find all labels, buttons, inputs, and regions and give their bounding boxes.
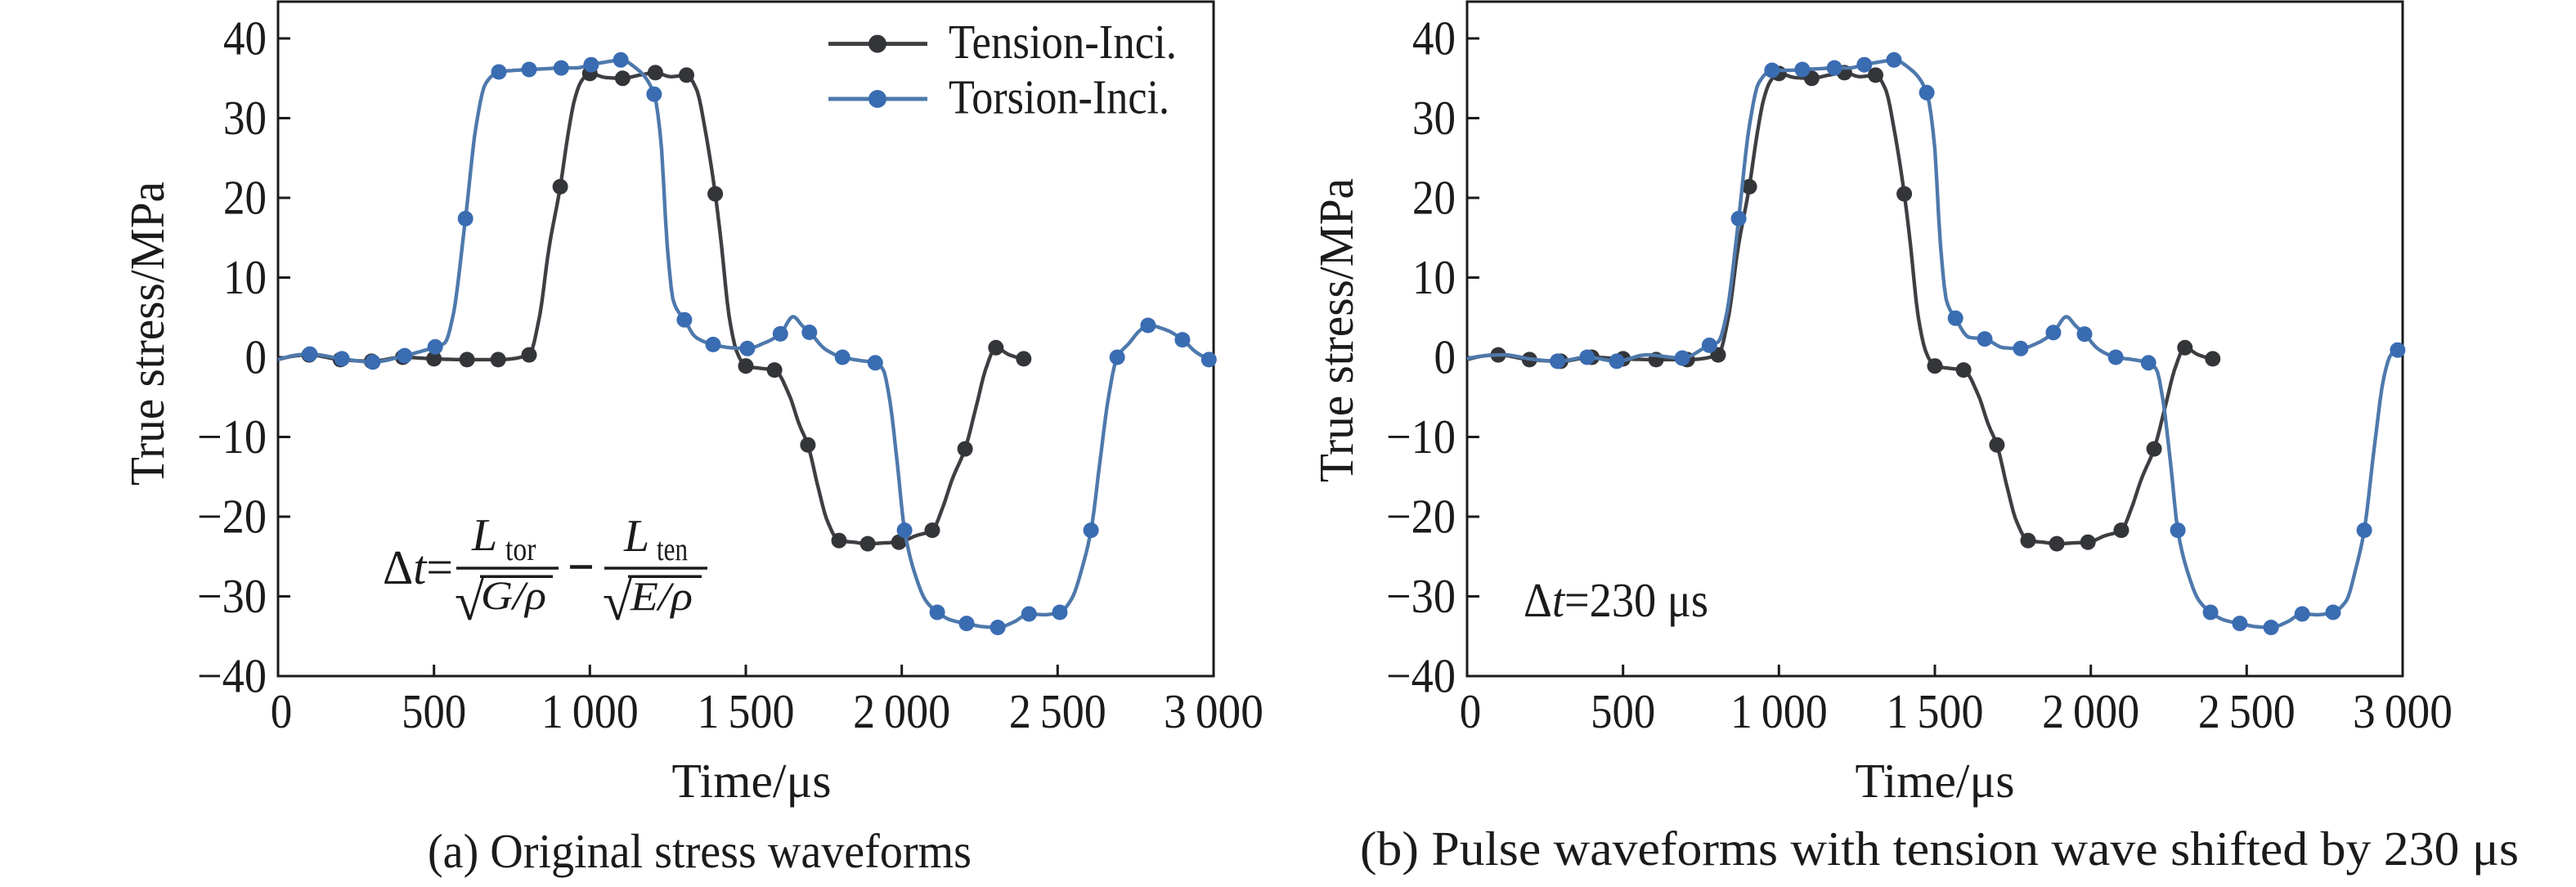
svg-text:30: 30 [223, 91, 267, 145]
svg-text:2 000: 2 000 [853, 684, 950, 738]
svg-text:0: 0 [271, 684, 293, 738]
svg-text:1 500: 1 500 [698, 684, 795, 738]
svg-text:30: 30 [1412, 91, 1456, 145]
svg-text:Tension-Inci.: Tension-Inci. [949, 15, 1177, 69]
svg-text:tor: tor [505, 531, 536, 567]
svg-text:Time/μs: Time/μs [1856, 754, 2015, 808]
svg-text:3 000: 3 000 [1164, 684, 1263, 738]
svg-text:−10: −10 [197, 410, 267, 464]
svg-text:(b) Pulse waveforms with tensi: (b) Pulse waveforms with tension wave sh… [1360, 822, 2519, 876]
svg-text:2 000: 2 000 [2042, 684, 2139, 738]
svg-text:G/ρ: G/ρ [481, 572, 546, 618]
svg-text:500: 500 [1591, 684, 1655, 738]
svg-text:√: √ [455, 572, 485, 632]
svg-text:40: 40 [223, 11, 267, 65]
svg-text:True stress/MPa: True stress/MPa [1309, 178, 1363, 482]
svg-text:1 000: 1 000 [1730, 684, 1828, 738]
svg-text:−20: −20 [1386, 490, 1456, 544]
svg-text:ten: ten [657, 531, 688, 567]
svg-text:2 500: 2 500 [2198, 684, 2296, 738]
svg-text:√: √ [603, 572, 633, 632]
svg-text:0: 0 [245, 330, 267, 384]
svg-text:40: 40 [1412, 11, 1456, 65]
svg-text:L: L [471, 510, 497, 561]
svg-text:1 500: 1 500 [1887, 684, 1984, 738]
svg-text:0: 0 [1434, 330, 1456, 384]
svg-text:L: L [623, 511, 649, 562]
svg-text:2 500: 2 500 [1009, 684, 1106, 738]
svg-text:−10: −10 [1386, 410, 1456, 464]
svg-text:0: 0 [1460, 684, 1482, 738]
svg-text:Δt=: Δt= [383, 540, 453, 594]
svg-text:500: 500 [402, 684, 466, 738]
svg-text:3 000: 3 000 [2353, 684, 2453, 738]
svg-text:10: 10 [223, 250, 267, 304]
svg-text:−30: −30 [1386, 569, 1456, 623]
svg-text:Time/μs: Time/μs [672, 754, 832, 808]
svg-text:20: 20 [1412, 171, 1456, 225]
svg-text:Torsion-Inci.: Torsion-Inci. [949, 69, 1169, 123]
svg-text:E/ρ: E/ρ [630, 573, 693, 619]
svg-text:10: 10 [1412, 250, 1456, 304]
svg-text:True stress/MPa: True stress/MPa [120, 181, 174, 486]
svg-text:(a) Original stress waveforms: (a) Original stress waveforms [428, 824, 972, 878]
svg-text:Δt=230 μs: Δt=230 μs [1524, 573, 1708, 627]
svg-text:1 000: 1 000 [541, 684, 639, 738]
svg-text:−20: −20 [197, 490, 267, 544]
svg-text:−30: −30 [197, 569, 267, 623]
svg-text:20: 20 [223, 171, 267, 225]
svg-text:−40: −40 [1386, 649, 1456, 703]
svg-text:−40: −40 [197, 649, 267, 703]
